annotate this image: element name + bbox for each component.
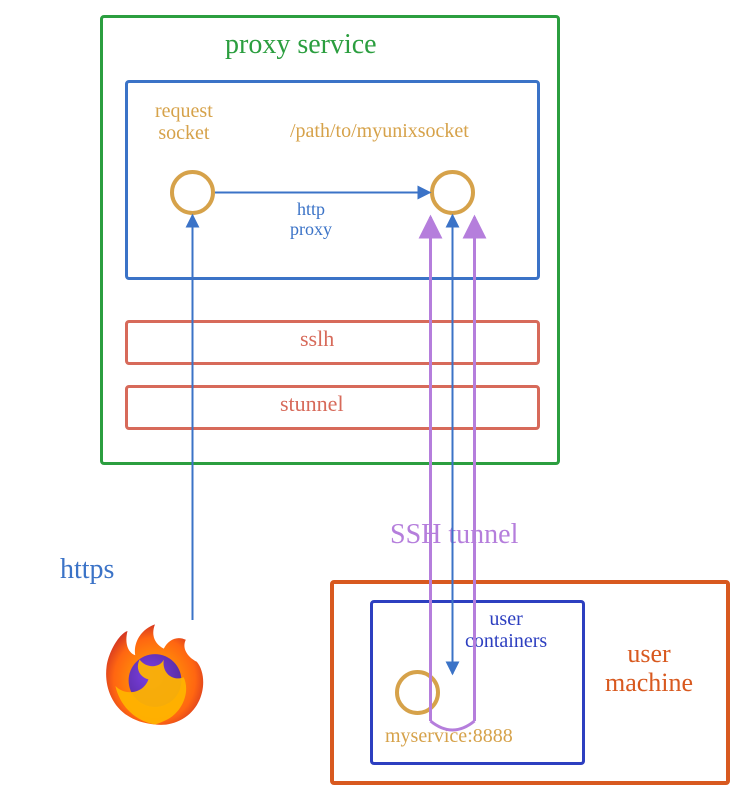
- http-proxy-label: httpproxy: [290, 200, 332, 240]
- https-label: https: [60, 555, 114, 586]
- request-socket-label: requestsocket: [155, 100, 213, 144]
- ssh-tunnel-label: SSH tunnel: [390, 520, 518, 551]
- user-containers-label: usercontainers: [465, 608, 547, 652]
- service-socket: [395, 670, 440, 715]
- unix-socket: [430, 170, 475, 215]
- stunnel-label: stunnel: [280, 392, 344, 416]
- service-socket-label: myservice:8888: [385, 725, 513, 747]
- browser-icon: [100, 620, 210, 730]
- user-machine-label: usermachine: [605, 640, 693, 697]
- request-socket: [170, 170, 215, 215]
- proxy-service-label: proxy service: [225, 30, 377, 61]
- unix-socket-label: /path/to/myunixsocket: [290, 120, 469, 142]
- sslh-label: sslh: [300, 327, 334, 351]
